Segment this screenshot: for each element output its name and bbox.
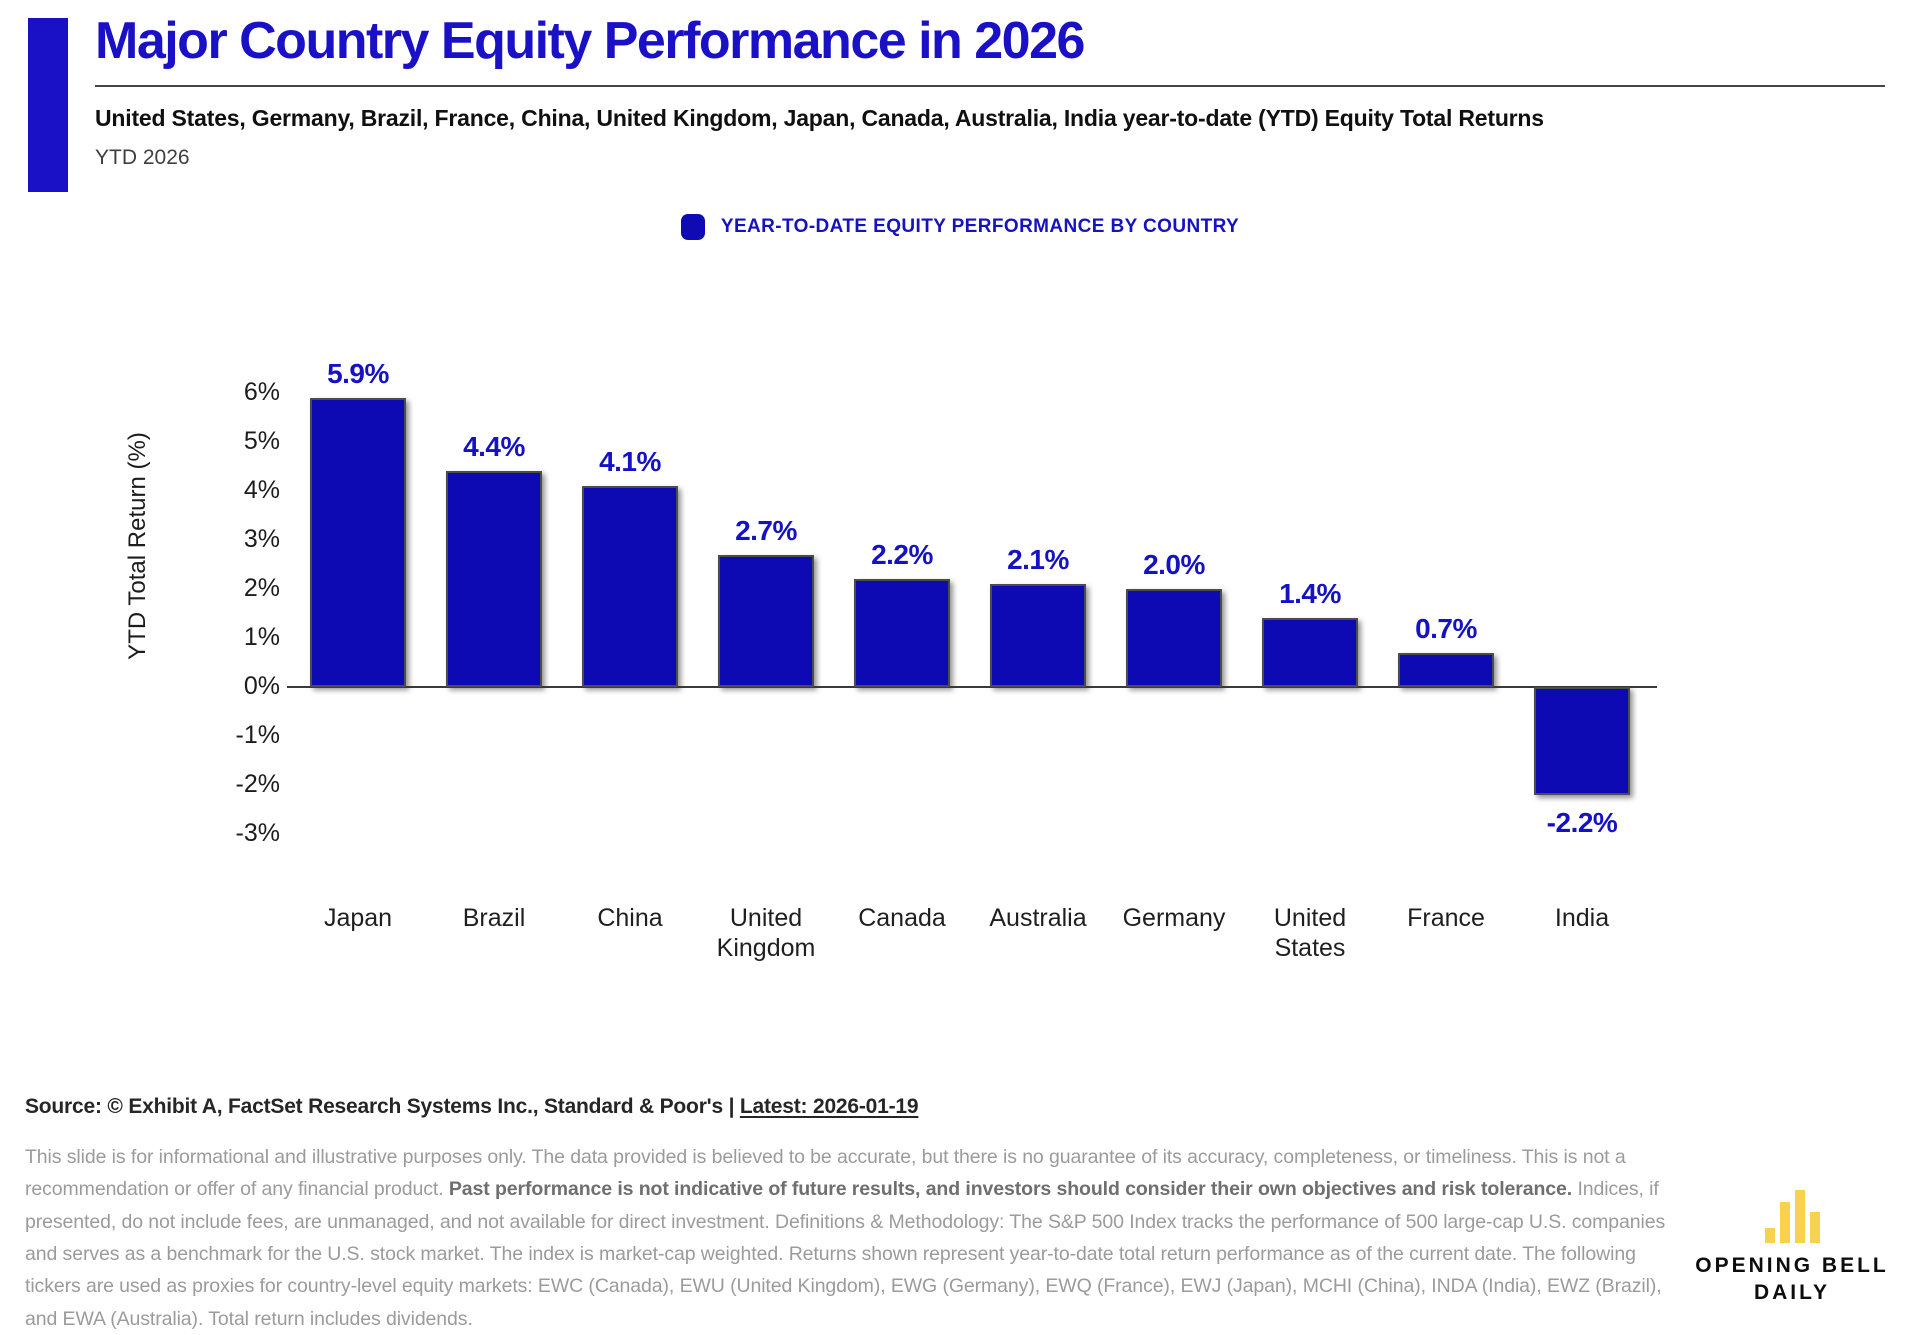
logo-text: OPENING BELL DAILY [1695,1254,1889,1305]
bar-china [582,486,678,687]
y-tick-label: -2% [235,770,280,798]
y-tick-label: 4% [243,476,280,504]
legend-swatch-icon [680,214,705,240]
x-tick-label-japan: Japan [323,904,393,932]
x-tick-label-united-states: United States [1273,904,1347,962]
source-text: Source: © Exhibit A, FactSet Research Sy… [25,1095,740,1118]
bar-value-australia: 2.1% [1007,544,1069,576]
title-accent-bar [28,18,68,192]
disclaimer-text: This slide is for informational and illu… [25,1146,1666,1330]
bar-japan [310,397,406,687]
opening-bell-daily-logo: OPENING BELL DAILY [1687,1141,1897,1307]
y-tick-label: 0% [243,672,280,700]
x-tick-label-germany: Germany [1122,904,1226,932]
bar-united-kingdom [718,554,814,687]
bar-germany [1126,589,1222,687]
legend-label: YEAR-TO-DATE EQUITY PERFORMANCE BY COUNT… [720,216,1240,237]
bar-value-united-states: 1.4% [1279,578,1341,610]
bar-australia [990,584,1086,687]
bar-value-germany: 2.0% [1143,549,1205,580]
logo-bars-icon [1764,1189,1820,1243]
x-tick-label-france: France [1407,904,1485,932]
title-divider [95,84,1885,87]
x-tick-label-australia: Australia [989,904,1087,932]
y-tick-label: 2% [243,574,280,602]
period-label: YTD 2026 [95,145,190,169]
page-subtitle: United States, Germany, Brazil, France, … [95,104,1544,131]
bar-chart: YTD Total Return (%) 6% 5% 4% 3% 2% 1% 0% -1% -2… [0,280,1920,1030]
page-title: Major Country Equity Performance in 2026 [95,12,1085,70]
source-line: Source: © Exhibit A, FactSet Research Sy… [25,1095,1903,1119]
bar-united-states [1262,618,1358,687]
bar-brazil [446,471,542,687]
bar-value-china: 4.1% [599,446,661,478]
bar-india [1534,687,1630,795]
footer: Source: © Exhibit A, FactSet Research Sy… [25,1095,1903,1335]
y-tick-label: -3% [235,819,280,847]
y-tick-label: 5% [243,427,280,455]
bar-value-japan: 5.9% [327,357,389,389]
x-axis-line [287,686,1657,688]
bar-value-canada: 2.2% [871,539,933,571]
bar-france [1398,652,1494,687]
x-tick-label-china: China [597,904,663,932]
bar-value-united-kingdom: 2.7% [735,514,797,546]
header: Major Country Equity Performance in 2026… [95,14,1885,170]
y-tick-label: 6% [243,378,280,406]
x-tick-label-canada: Canada [858,904,946,932]
latest-date-link[interactable]: Latest: 2026-01-19 [739,1095,919,1118]
chart-legend: YEAR-TO-DATE EQUITY PERFORMANCE BY COUNT… [0,214,1920,240]
y-tick-label: -1% [235,721,280,749]
x-tick-label-india: India [1554,904,1610,932]
bar-value-india: -2.2% [1546,806,1618,838]
y-tick-label: 3% [243,525,280,553]
bar-value-brazil: 4.4% [463,431,525,463]
bar-canada [854,579,950,687]
x-tick-label-brazil: Brazil [462,904,526,932]
x-tick-label-united-kingdom: United Kingdom [716,904,816,962]
y-tick-label: 1% [243,623,280,651]
bar-value-france: 0.7% [1415,612,1477,644]
